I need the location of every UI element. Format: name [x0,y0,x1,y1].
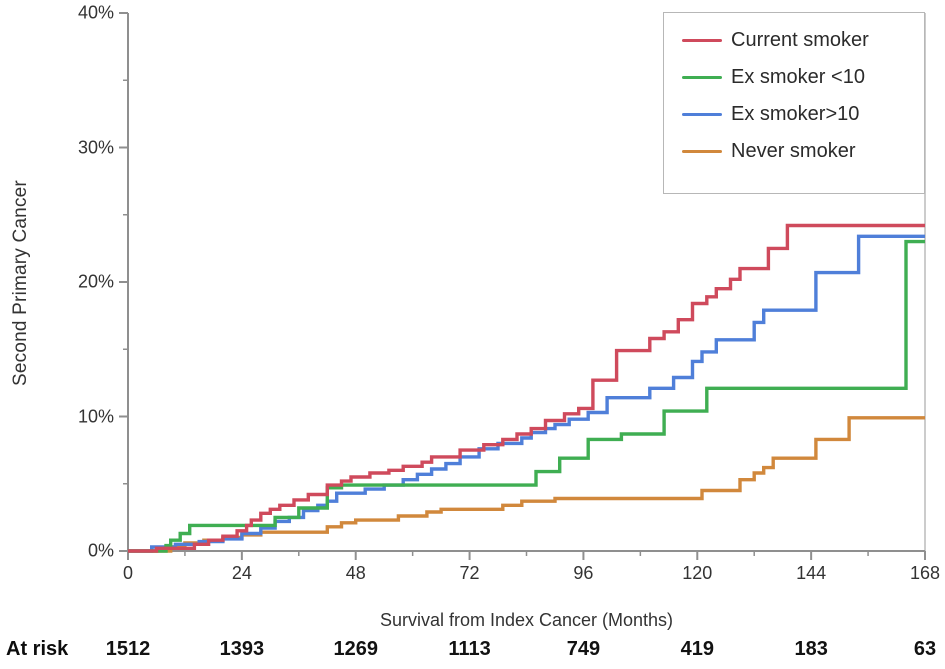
at-risk-count-48: 1269 [333,638,378,660]
at-risk-row: At risk 1512 1393 1269 1113 749 419 183 63 [0,638,945,668]
legend-label-never-smoker: Never smoker [731,140,856,162]
x-tick-label-48: 48 [345,563,366,583]
y-tick-label-0: 0% [87,540,114,561]
legend-item-never-smoker: Never smoker [664,133,924,170]
series-path-ex-smoker-10 [128,234,925,553]
x-tick-label-96: 96 [573,563,594,583]
y-tick-label-10: 10% [77,406,114,426]
at-risk-count-120: 419 [680,638,714,660]
x-tick-label-120: 120 [682,563,713,583]
legend-swatch-never-smoker [682,149,722,154]
x-tick-label-144: 144 [796,563,827,583]
legend-swatch-ex-smoker-10 [682,112,722,117]
x-axis-title: Survival from Index Cancer (Months) [379,610,674,630]
x-tick-label-24: 24 [231,563,252,583]
x-tick-label-72: 72 [459,563,480,583]
legend-item-ex-smoker-10: Ex smoker <10 [664,59,924,96]
legend-swatch-ex-smoker-10 [682,75,722,80]
at-risk-count-144: 183 [794,638,828,660]
at-risk-count-24: 1393 [219,638,265,660]
legend-swatch-current-smoker [682,38,722,43]
at-risk-count-96: 749 [566,638,601,660]
legend-item-current-smoker: Current smoker [664,22,924,59]
at-risk-count-72: 1113 [448,638,491,660]
legend-item-ex-smoker-10: Ex smoker>10 [664,96,924,133]
at-risk-label: At risk [6,638,69,660]
x-tick-label-168: 168 [909,563,941,583]
legend-label-ex-smoker-10: Ex smoker <10 [731,66,865,88]
legend-label-ex-smoker-10: Ex smoker>10 [731,103,860,125]
y-tick-label-20: 20% [77,271,114,292]
legend: Current smoker Ex smoker <10 Ex smoker>10 N… [663,12,925,194]
at-risk-count-0: 1512 [105,638,151,660]
x-tick-label-0: 0 [122,563,133,583]
legend-label-current-smoker: Current smoker [731,29,869,51]
y-tick-label-30: 30% [77,137,114,157]
y-tick-label-40: 40% [77,2,114,23]
series-path-ex-smoker-10 [128,239,925,553]
at-risk-count-168: 63 [913,638,937,660]
series-path-current-smoker [128,223,925,553]
